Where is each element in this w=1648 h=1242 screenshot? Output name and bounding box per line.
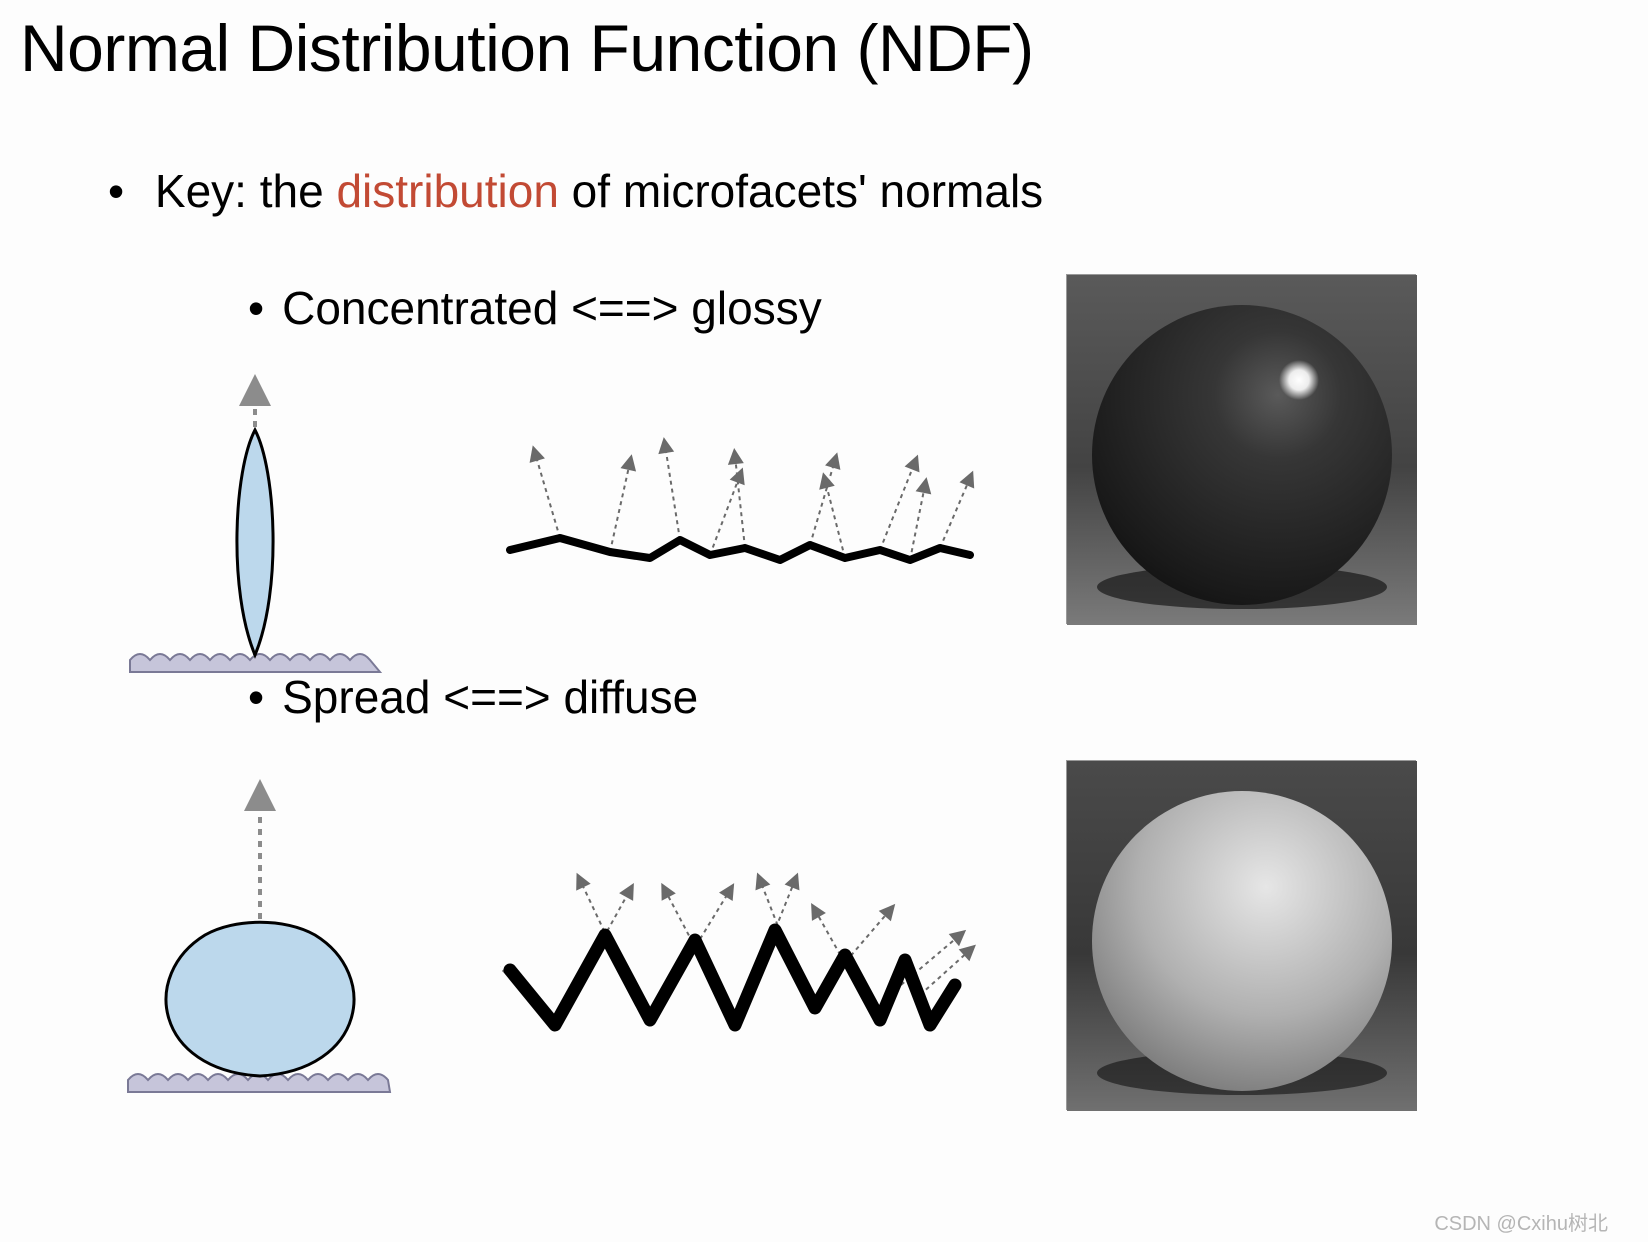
normal-arrow-icon (880, 462, 915, 550)
normal-arrow-icon (710, 475, 740, 555)
bullet-key-highlight: distribution (336, 165, 558, 217)
normals-group-icon (535, 445, 970, 560)
sphere-diffuse-render (1066, 760, 1416, 1110)
normal-arrow-icon (535, 453, 560, 538)
normal-arrow-icon (920, 950, 970, 995)
bullet-key: Key: the distribution of microfacets' no… (108, 164, 1043, 218)
bullet-concentrated: Concentrated <==> glossy (248, 281, 822, 335)
lobe-shape-icon (166, 922, 354, 1076)
normal-arrow-icon (610, 462, 630, 552)
page-title: Normal Distribution Function (NDF) (20, 10, 1034, 86)
normal-arrow-icon (910, 485, 925, 560)
lobe-shape-icon (237, 430, 273, 655)
watermark-text: CSDN @Cxihu树北 (1434, 1207, 1608, 1236)
normal-arrow-icon (940, 478, 970, 548)
microfacet-surface-icon (510, 930, 955, 1025)
sphere-glossy-render (1066, 274, 1416, 624)
sphere-body-icon (1092, 305, 1392, 605)
lobe-concentrated-diagram (110, 360, 400, 690)
sphere-highlight-icon (1279, 360, 1319, 400)
normal-arrow-icon (735, 456, 745, 548)
normal-arrow-icon (665, 445, 680, 540)
lobe-spread-diagram (110, 770, 410, 1120)
surface-concentrated-diagram (500, 400, 990, 610)
bullet-key-suffix: of microfacets' normals (559, 165, 1043, 217)
sphere-body-icon (1092, 791, 1392, 1091)
microfacet-surface-icon (510, 538, 970, 560)
normal-arrow-icon (825, 480, 845, 558)
surface-spread-diagram (500, 810, 990, 1070)
bullet-key-prefix: Key: the (155, 165, 337, 217)
